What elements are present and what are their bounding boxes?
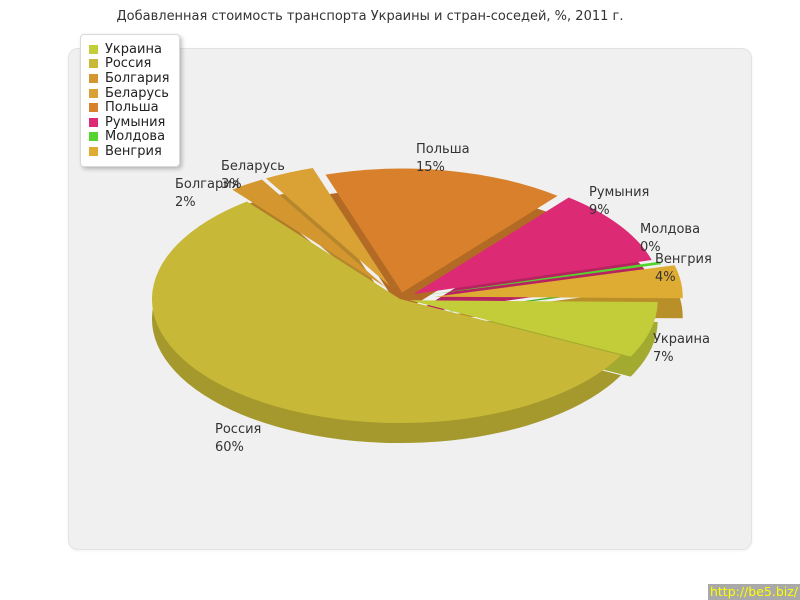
legend-item-6: Молдова — [89, 129, 170, 145]
pie-slice-7 — [434, 265, 683, 299]
legend-label: Украина — [105, 41, 162, 57]
slice-label-1: Россия 60% — [215, 421, 261, 457]
slice-label-name: Польша — [416, 142, 470, 157]
source-link[interactable]: http://be5.biz/ — [709, 584, 798, 599]
slice-label-value: 0% — [640, 240, 661, 255]
legend: Украина Россия Болгария Беларусь Польша Румын… — [80, 34, 180, 167]
legend-swatch-icon — [89, 132, 98, 142]
legend-item-3: Беларусь — [89, 86, 170, 101]
slice-label-value: 15% — [416, 160, 445, 175]
slice-label-2: Болгария 2% — [175, 176, 240, 212]
legend-item-7: Венгрия — [89, 144, 170, 159]
legend-swatch-icon — [89, 146, 98, 156]
slice-label-name: Украина — [653, 332, 710, 347]
slice-label-name: Молдова — [640, 222, 701, 237]
pie-slice-3 — [266, 168, 390, 286]
slice-label-6: Молдова 0% — [640, 221, 700, 257]
slice-label-0: Украина 7% — [653, 331, 710, 367]
pie-slice-0 — [409, 300, 658, 357]
chart-title: Добавленная стоимость транспорта Украины… — [116, 9, 624, 24]
legend-item-0: Украина — [89, 42, 170, 57]
legend-label: Румыния — [105, 114, 166, 130]
source-bar: http://be5.biz/ — [707, 584, 800, 600]
slice-label-value: 2% — [175, 195, 196, 210]
slice-label-4: Польша 15% — [416, 141, 470, 177]
slice-label-name: Беларусь — [221, 159, 285, 174]
slice-label-5: Румыния 9% — [589, 184, 649, 220]
slice-label-name: Венгрия — [655, 252, 712, 267]
legend-swatch-icon — [89, 44, 98, 54]
legend-label: Молдова — [105, 129, 166, 145]
legend-item-1: Россия — [89, 56, 170, 72]
pie-slice-1 — [151, 201, 622, 424]
legend-swatch-icon — [89, 59, 98, 69]
legend-swatch-icon — [89, 88, 98, 98]
slice-label-value: 60% — [215, 440, 244, 455]
pie-slice-6 — [421, 261, 662, 296]
legend-label: Беларусь — [105, 85, 169, 101]
legend-label: Польша — [105, 100, 159, 116]
legend-item-2: Болгария — [89, 71, 170, 86]
slice-label-7: Венгрия 4% — [655, 251, 712, 287]
pie-slice-2 — [232, 179, 386, 288]
slice-label-value: 3% — [221, 177, 242, 192]
legend-item-4: Польша — [89, 100, 170, 115]
legend-swatch-icon — [89, 117, 98, 127]
legend-label: Венгрия — [105, 143, 162, 159]
slice-label-3: Беларусь 3% — [221, 158, 285, 194]
slice-label-value: 7% — [653, 350, 674, 365]
slice-label-value: 9% — [589, 203, 610, 218]
slice-label-name: Румыния — [589, 185, 650, 200]
slice-label-name: Болгария — [175, 177, 240, 192]
slice-label-name: Россия — [215, 422, 262, 437]
pie-slice-5 — [413, 197, 652, 295]
legend-label: Болгария — [105, 70, 170, 86]
legend-swatch-icon — [89, 103, 98, 113]
pie-slice-4 — [325, 168, 558, 293]
slice-label-value: 4% — [655, 270, 676, 285]
legend-item-5: Румыния — [89, 115, 170, 130]
legend-swatch-icon — [89, 73, 98, 83]
legend-label: Россия — [105, 56, 152, 72]
